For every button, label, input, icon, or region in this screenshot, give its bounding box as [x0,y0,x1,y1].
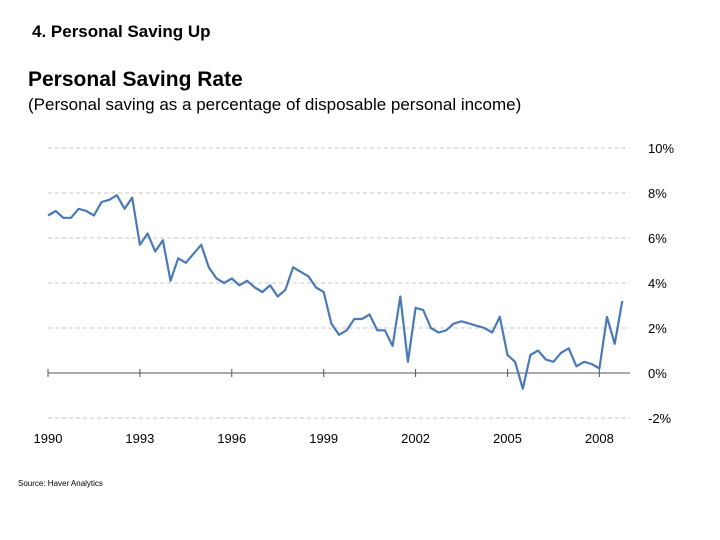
x-tick-label: 2002 [401,431,430,446]
y-tick-label: -2% [648,411,672,426]
x-tick-label: 2008 [585,431,614,446]
slide-heading: 4. Personal Saving Up [32,22,211,41]
y-tick-label: 4% [648,276,667,291]
chart-subtitle: (Personal saving as a percentage of disp… [28,95,522,114]
y-tick-label: 2% [648,321,667,336]
y-tick-label: 8% [648,186,667,201]
series-line [47,194,624,390]
y-tick-label: 10% [648,141,674,156]
x-tick-label: 1999 [309,431,338,446]
chart-title: Personal Saving Rate [28,68,243,91]
x-tick-label: 2005 [493,431,522,446]
x-tick-label: 1990 [34,431,63,446]
x-tick-label: 1993 [125,431,154,446]
source-note: Source: Haver Analytics [18,479,103,488]
line-chart: 10% 8% 6% 4% 2% 0% -2% 1990 1993 1996 1999 2002 2005… [34,141,675,446]
x-tick-label: 1996 [217,431,246,446]
y-tick-label: 0% [648,366,667,381]
y-tick-label: 6% [648,231,667,246]
